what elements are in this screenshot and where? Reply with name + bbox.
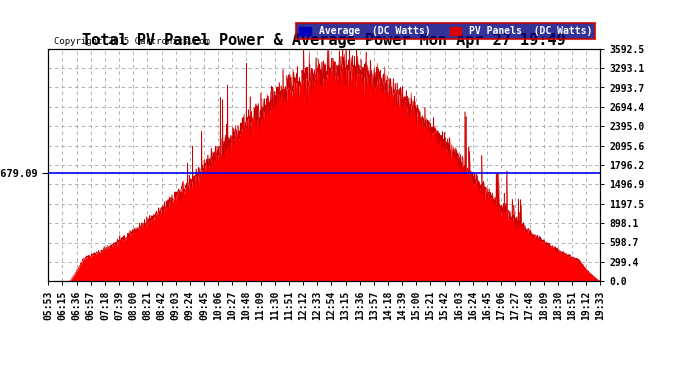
- Title: Total PV Panel Power & Average Power Mon Apr 27 19:49: Total PV Panel Power & Average Power Mon…: [83, 33, 566, 48]
- Text: Copyright 2015 Cartronics.com: Copyright 2015 Cartronics.com: [54, 38, 210, 46]
- Legend: Average  (DC Watts), PV Panels  (DC Watts): Average (DC Watts), PV Panels (DC Watts): [296, 23, 595, 39]
